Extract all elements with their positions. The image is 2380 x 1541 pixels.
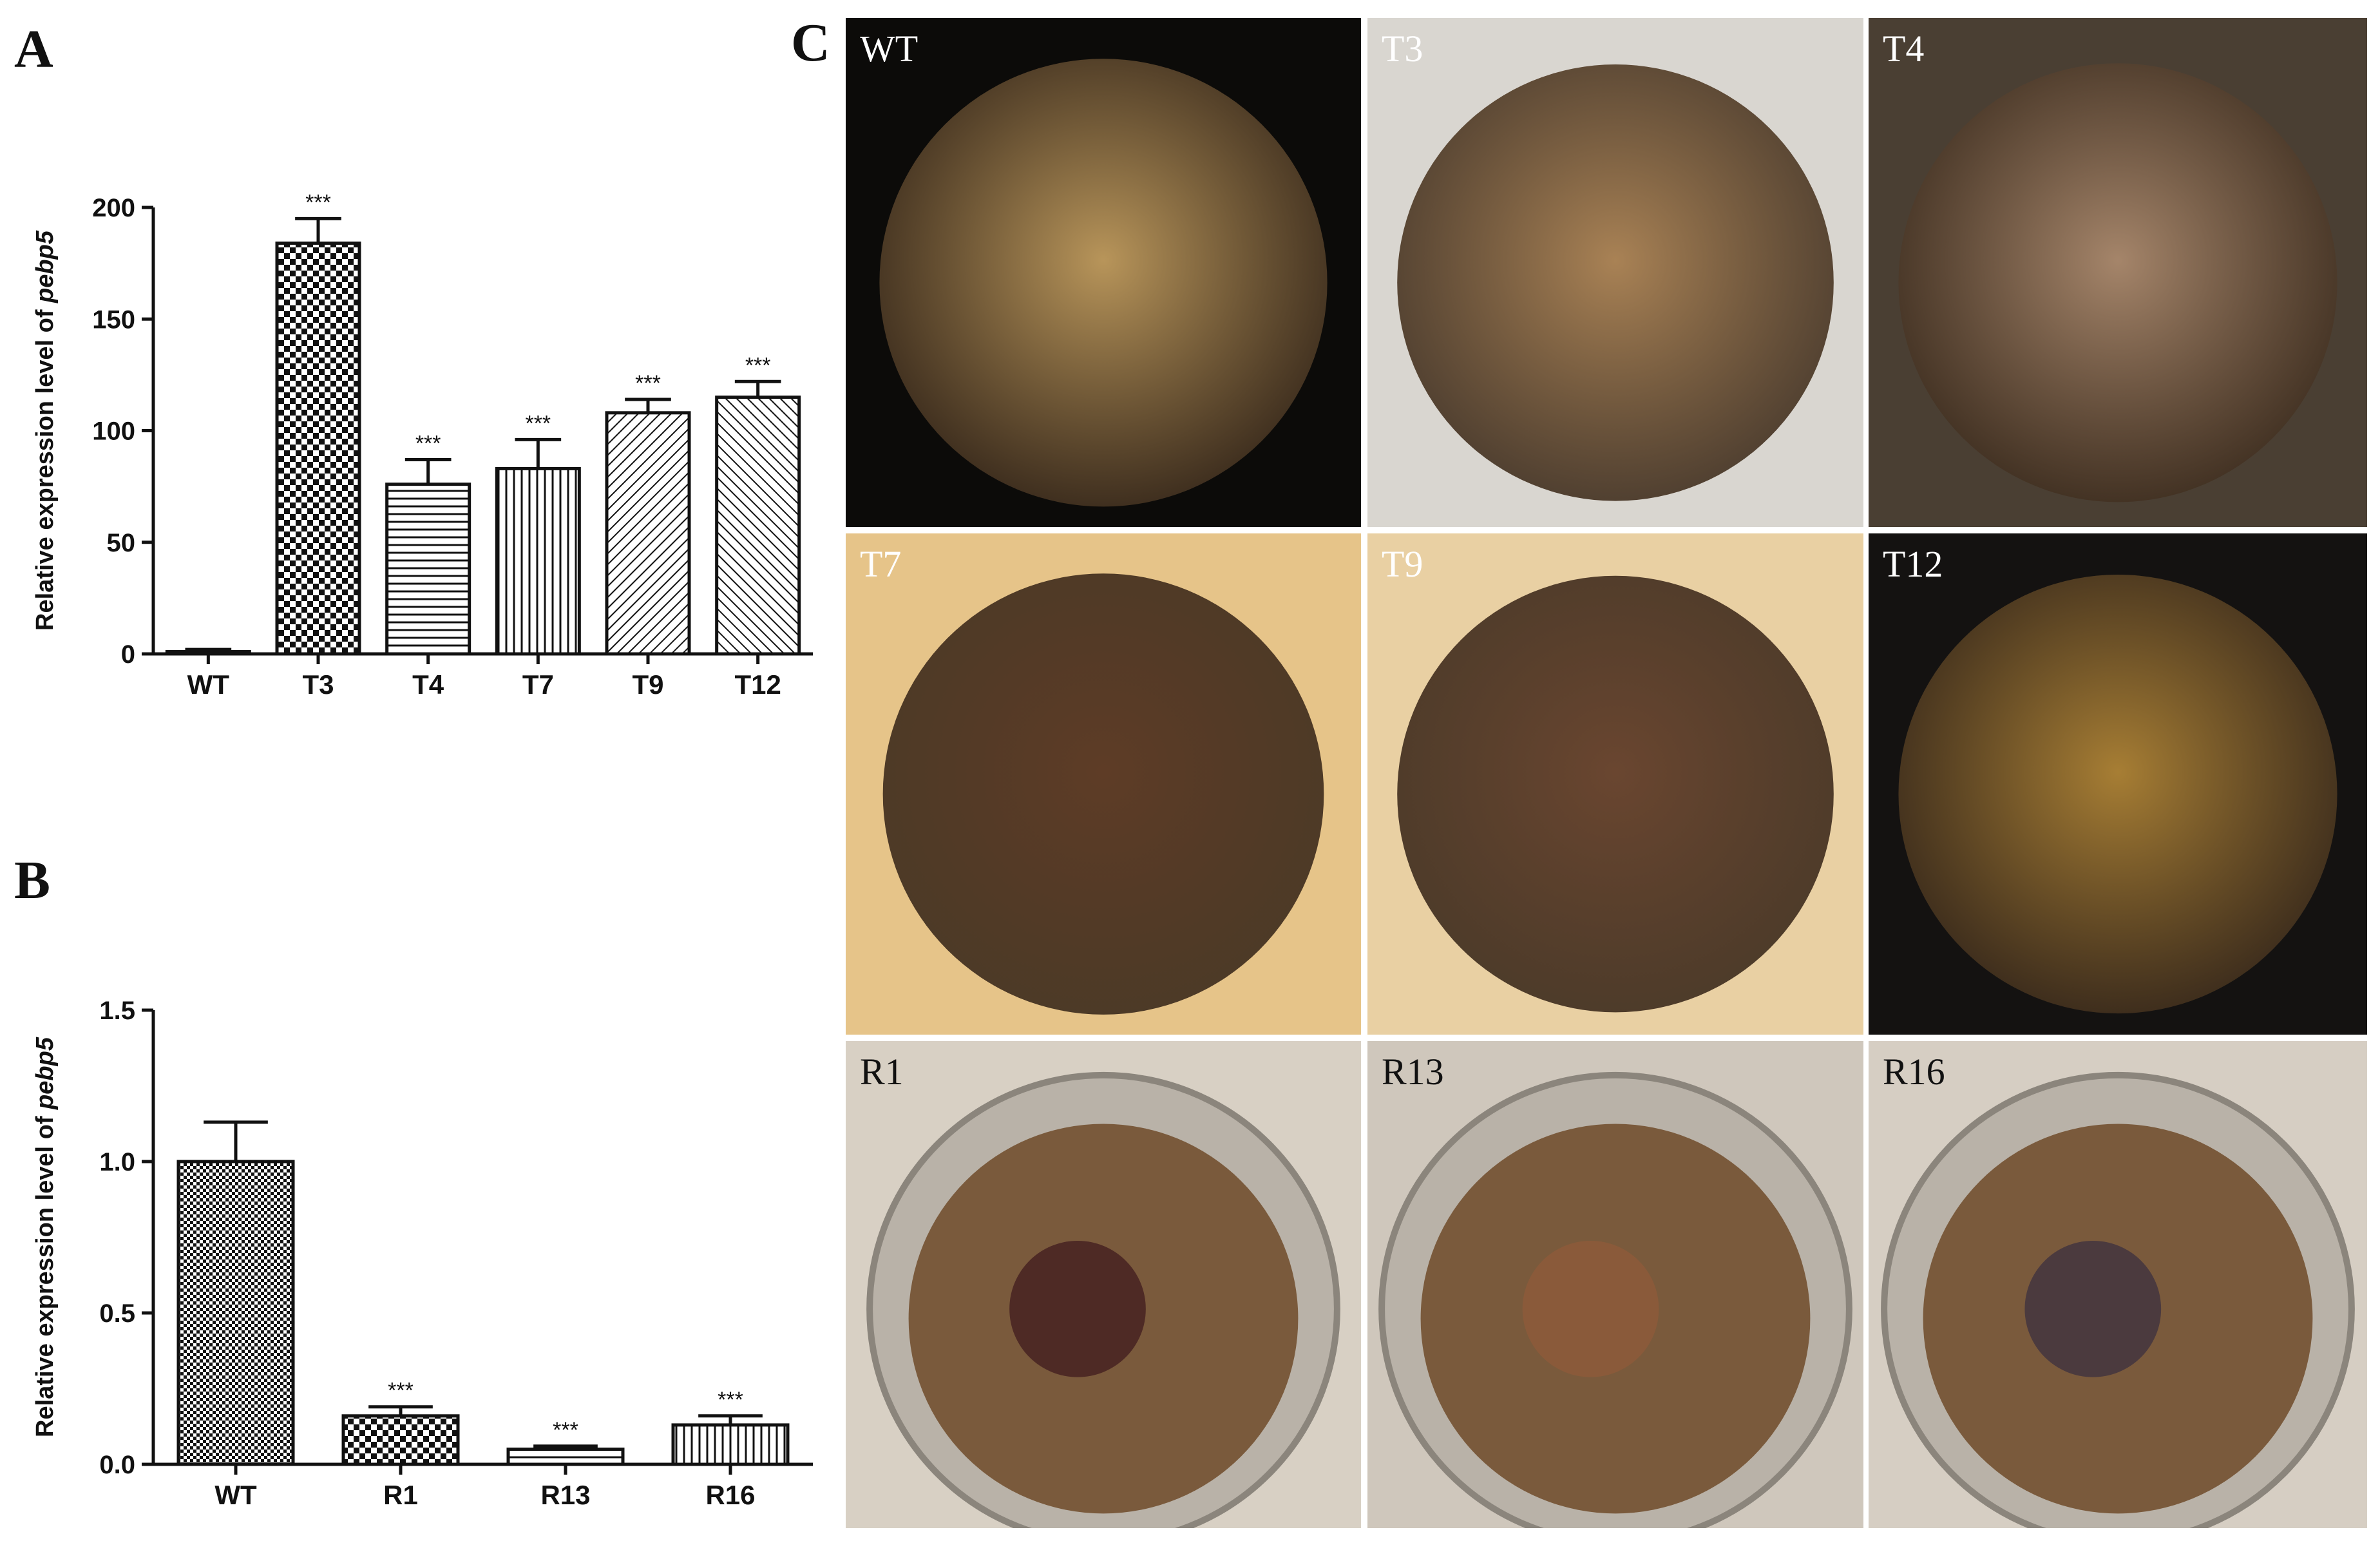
mushroom-cap [1397, 64, 1834, 501]
photo-label: T4 [1883, 28, 1925, 70]
x-tick-label: WT [187, 669, 230, 700]
mushroom-image [1869, 18, 2367, 527]
bar-wt [165, 650, 251, 656]
y-tick-label: 200 [92, 194, 135, 222]
x-tick-label: WT [214, 1480, 257, 1510]
y-tick-label: 0.0 [99, 1451, 135, 1479]
mushroom-image [1367, 1041, 1863, 1528]
y-tick-label: 100 [92, 417, 135, 446]
bar-r13 [506, 1448, 625, 1466]
photo-label: T12 [1883, 543, 1943, 585]
y-axis-label: Relative expression level of pebp5 [32, 230, 59, 631]
photo-t4: T4 [1869, 18, 2367, 527]
panel-label-b: B [14, 850, 51, 910]
mushroom-cap [2024, 1240, 2162, 1377]
mushroom-image [1869, 533, 2367, 1035]
photo-label: T7 [860, 543, 902, 585]
x-tick-label: T12 [734, 669, 781, 700]
bar-wt [176, 1160, 295, 1466]
y-tick-label: 0.5 [99, 1299, 135, 1328]
mushroom-cap [882, 573, 1324, 1015]
photo-t12: T12 [1869, 533, 2367, 1035]
bar-r16 [671, 1423, 790, 1466]
photo-label: R16 [1883, 1051, 1945, 1093]
x-tick-label: T9 [632, 669, 663, 700]
photo-r16: R16 [1869, 1041, 2367, 1528]
bar-t4 [385, 483, 471, 656]
significance-label: *** [525, 411, 551, 436]
x-tick-label: T3 [302, 669, 334, 700]
mushroom-cap [1898, 575, 2337, 1014]
photo-t7: T7 [846, 533, 1361, 1035]
significance-label: *** [718, 1388, 743, 1412]
y-tick-label: 1.5 [99, 997, 135, 1025]
bar-t7 [495, 466, 581, 656]
photo-r1: R1 [846, 1041, 1361, 1528]
photo-r13: R13 [1367, 1041, 1863, 1528]
y-tick-label: 150 [92, 305, 135, 334]
mushroom-image [1367, 533, 1863, 1035]
y-tick-label: 1.0 [99, 1148, 135, 1176]
bar-t9 [605, 411, 691, 656]
significance-label: *** [305, 190, 331, 215]
mushroom-cap [879, 59, 1328, 507]
significance-label: *** [388, 1379, 414, 1403]
y-axis-label: Relative expression level of pebp5 [32, 1037, 59, 1437]
bar-chart-a: 0 50 100 150 200 Relative expression level of… [32, 190, 813, 700]
mushroom-cap [1898, 63, 2337, 503]
x-tick-label: R13 [540, 1480, 590, 1510]
photo-t3: T3 [1367, 18, 1863, 527]
photo-label: T3 [1382, 28, 1423, 70]
photo-wt: WT [846, 18, 1361, 527]
x-tick-label: T4 [412, 669, 444, 700]
photo-label: R1 [860, 1051, 904, 1093]
photo-label: WT [860, 28, 919, 70]
y-tick-label: 50 [107, 529, 136, 557]
y-tick-label: 0 [121, 640, 135, 669]
bar-t3 [275, 241, 361, 656]
photo-t9: T9 [1367, 533, 1863, 1035]
mushroom-cap [1009, 1240, 1146, 1377]
x-tick-label: R16 [705, 1480, 755, 1510]
photo-grid: WT T3 T4 T7 T9 T12 R1 R13 R16 [846, 18, 2367, 1528]
bar-chart-b: 0.0 0.5 1.0 1.5 Relative expression level of… [32, 997, 813, 1510]
significance-label: *** [745, 353, 771, 378]
panel-label-a: A [14, 19, 53, 79]
x-tick-label: R1 [383, 1480, 418, 1510]
mushroom-cap [1397, 575, 1834, 1013]
bar-t12 [715, 396, 801, 656]
bar-r1 [341, 1414, 460, 1466]
photo-label: T9 [1382, 543, 1423, 585]
mushroom-image [846, 18, 1361, 527]
significance-label: *** [635, 371, 661, 396]
panel-label-c: C [791, 13, 830, 73]
photo-label: R13 [1382, 1051, 1444, 1093]
mushroom-image [846, 533, 1361, 1035]
mushroom-image [1367, 18, 1863, 527]
mushroom-image [1869, 1041, 2367, 1528]
significance-label: *** [553, 1418, 578, 1442]
significance-label: *** [415, 432, 441, 456]
mushroom-cap [1522, 1240, 1659, 1377]
x-tick-label: T7 [522, 669, 554, 700]
mushroom-image [846, 1041, 1361, 1528]
